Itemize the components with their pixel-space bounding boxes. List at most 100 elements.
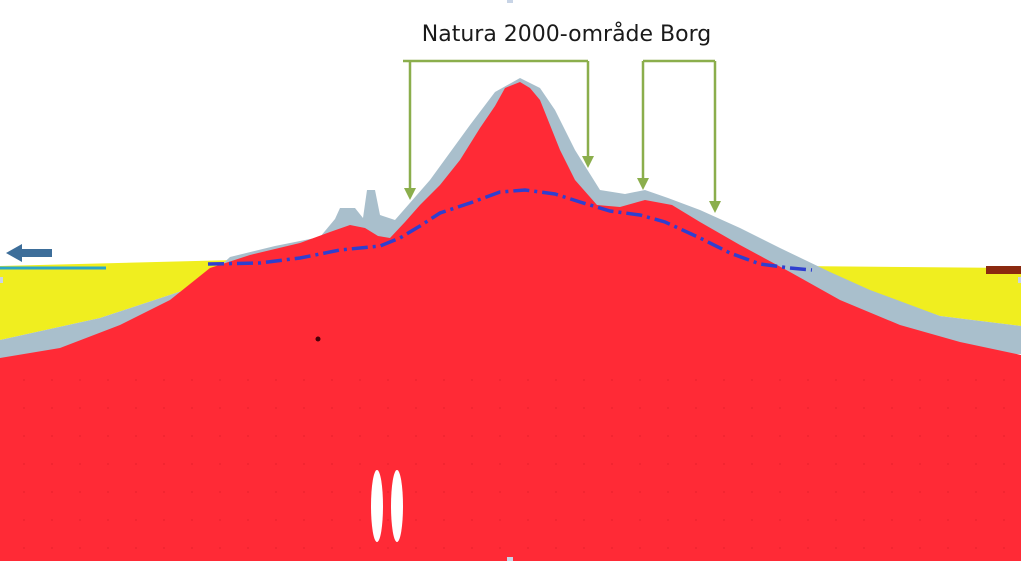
texture-dot [667,379,669,381]
texture-dot [807,463,809,465]
texture-dot [247,407,249,409]
texture-dot [667,491,669,493]
texture-dot [79,547,81,549]
texture-dot [695,379,697,381]
texture-dot [835,379,837,381]
texture-dot [387,463,389,465]
texture-dot [807,379,809,381]
texture-dot [443,435,445,437]
texture-dot [359,407,361,409]
texture-dot [807,491,809,493]
texture-dot [499,491,501,493]
texture-dot [163,435,165,437]
texture-dot [947,435,949,437]
texture-dot [1003,435,1005,437]
texture-dot [51,435,53,437]
texture-dot [1003,407,1005,409]
texture-dot [415,379,417,381]
texture-dot [51,519,53,521]
texture-dot [191,463,193,465]
texture-dot [471,491,473,493]
down-arrow-icon [404,188,416,200]
well-right [391,470,403,542]
texture-dot [919,491,921,493]
texture-dot [555,519,557,521]
texture-dot [303,435,305,437]
texture-dot [695,519,697,521]
texture-dot [611,519,613,521]
texture-dot [947,379,949,381]
texture-dot [1003,379,1005,381]
texture-dot [23,491,25,493]
texture-dot [947,547,949,549]
texture-dot [107,519,109,521]
texture-dot [443,463,445,465]
down-arrow-icon [637,178,649,190]
texture-dot [891,463,893,465]
texture-dot [23,435,25,437]
texture-dot [331,491,333,493]
texture-dot [79,463,81,465]
texture-dot [247,519,249,521]
texture-dot [191,547,193,549]
texture-dot [639,435,641,437]
texture-dot [415,407,417,409]
texture-dot [499,407,501,409]
texture-dot [443,379,445,381]
texture-dot [527,379,529,381]
texture-dot [975,379,977,381]
texture-dot [387,379,389,381]
texture-dot [807,519,809,521]
texture-dot [527,407,529,409]
texture-dot [975,547,977,549]
texture-dot [723,547,725,549]
annotation-bracket-1 [403,59,590,190]
texture-dot [415,491,417,493]
texture-dot [51,379,53,381]
texture-dot [751,547,753,549]
texture-dot [891,491,893,493]
texture-dot [415,547,417,549]
texture-dot [779,547,781,549]
texture-dot [275,435,277,437]
texture-dot [79,435,81,437]
texture-dot [667,519,669,521]
texture-dot [975,435,977,437]
texture-dot [219,463,221,465]
texture-dot [751,491,753,493]
sand-layer-right [795,266,1021,326]
texture-dot [835,435,837,437]
texture-dot [107,491,109,493]
texture-dot [191,407,193,409]
texture-dot [751,519,753,521]
texture-dot [471,547,473,549]
texture-dot [975,491,977,493]
texture-dot [863,379,865,381]
texture-dot [667,407,669,409]
texture-dot [219,435,221,437]
texture-dot [247,491,249,493]
texture-dot [751,463,753,465]
texture-dot [219,547,221,549]
texture-dot [471,407,473,409]
texture-dot [331,379,333,381]
texture-dot [359,435,361,437]
texture-dot [555,407,557,409]
water-table-line [207,188,813,272]
texture-dot [1003,519,1005,521]
texture-dot [23,463,25,465]
texture-dot [443,519,445,521]
texture-dot [303,547,305,549]
texture-dot [555,379,557,381]
texture-dot [135,379,137,381]
texture-dot [303,491,305,493]
texture-dot [219,407,221,409]
texture-dot [51,407,53,409]
texture-dot [275,519,277,521]
texture-dot [695,407,697,409]
texture-dot [919,463,921,465]
texture-dot [919,435,921,437]
right-marker [986,266,1021,274]
texture-dot [51,547,53,549]
texture-dot [611,547,613,549]
